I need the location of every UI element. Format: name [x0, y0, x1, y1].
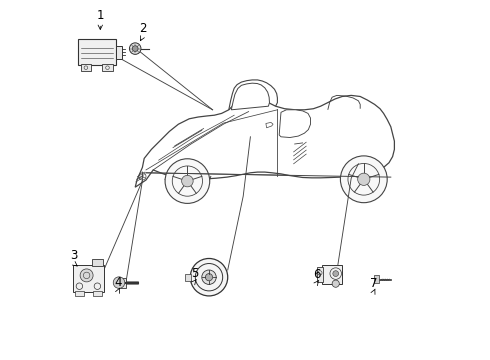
FancyBboxPatch shape — [322, 265, 342, 284]
FancyBboxPatch shape — [74, 265, 104, 292]
Circle shape — [80, 269, 93, 282]
Circle shape — [341, 156, 387, 203]
FancyBboxPatch shape — [116, 46, 122, 59]
FancyBboxPatch shape — [119, 278, 126, 288]
Text: 3: 3 — [70, 249, 78, 262]
Circle shape — [332, 280, 339, 287]
Circle shape — [202, 270, 216, 284]
FancyBboxPatch shape — [185, 274, 191, 281]
Text: 4: 4 — [115, 276, 122, 289]
FancyBboxPatch shape — [374, 275, 379, 283]
Text: 7: 7 — [370, 277, 378, 290]
Polygon shape — [135, 94, 394, 187]
FancyBboxPatch shape — [102, 64, 113, 71]
Text: 1: 1 — [97, 9, 104, 22]
Circle shape — [113, 277, 125, 288]
Circle shape — [182, 175, 193, 187]
FancyBboxPatch shape — [75, 291, 84, 296]
Text: 6: 6 — [313, 268, 321, 281]
FancyBboxPatch shape — [81, 64, 91, 71]
FancyBboxPatch shape — [92, 259, 103, 266]
Circle shape — [165, 159, 210, 203]
Circle shape — [129, 43, 141, 54]
Circle shape — [132, 46, 138, 51]
Circle shape — [190, 258, 228, 296]
Circle shape — [358, 173, 370, 185]
Polygon shape — [266, 122, 273, 128]
Polygon shape — [279, 110, 311, 138]
FancyBboxPatch shape — [317, 267, 323, 282]
FancyBboxPatch shape — [93, 291, 102, 296]
Polygon shape — [231, 83, 270, 110]
FancyBboxPatch shape — [78, 39, 116, 65]
Text: 5: 5 — [191, 267, 198, 280]
Circle shape — [205, 274, 213, 281]
Circle shape — [333, 271, 339, 276]
Text: 2: 2 — [139, 22, 146, 35]
